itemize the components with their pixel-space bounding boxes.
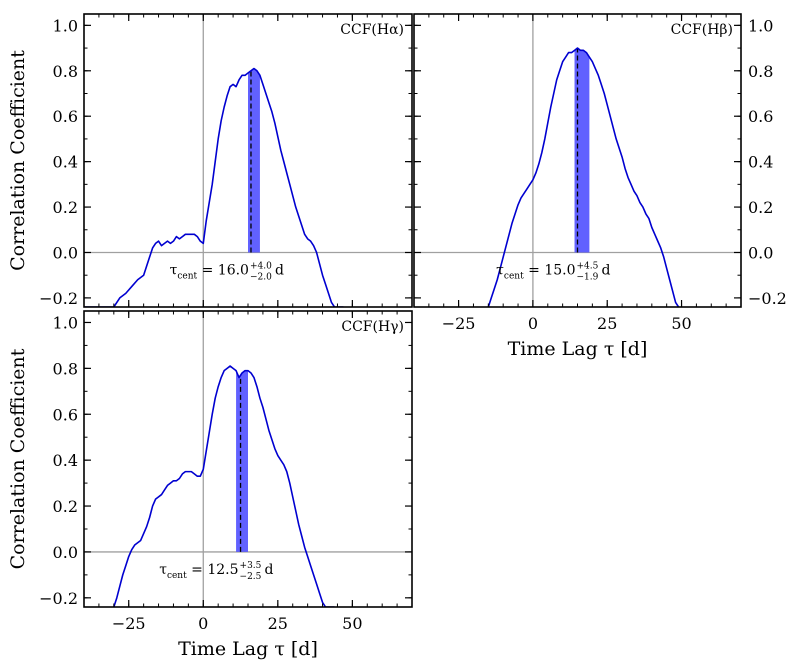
xtick-label: −25 [442,314,476,333]
ytick-label: 0.6 [53,107,78,126]
ytick-label: 0.2 [748,198,773,217]
ccf-curve [84,67,344,307]
ytick-label: −0.2 [39,589,78,608]
xtick-label: −25 [112,614,146,633]
xtick-label: 25 [268,614,288,633]
ytick-label: 0.0 [748,243,773,262]
centroid-annotation: τcent = 12.5 [159,562,238,581]
x-axis-label: Time Lag τ [d] [508,338,648,360]
ytick-label: 1.0 [748,16,773,35]
centroid-lower-error: −1.9 [577,272,599,282]
ytick-label: 1.0 [53,313,78,332]
centroid-annotation: τcent = 15.0 [496,262,575,281]
ytick-label: 0.0 [53,243,78,262]
xtick-label: 25 [597,314,617,333]
lag-uncertainty-band [236,370,248,552]
plot-area [414,14,741,307]
centroid-annotation: τcent = 16.0 [170,262,249,281]
ytick-label: 0.0 [53,543,78,562]
ytick-label: 0.2 [53,497,78,516]
panel-label: CCF(Hα) [340,22,404,38]
panel-label: CCF(Hβ) [671,22,733,38]
plot-area [84,14,412,307]
ytick-label: 0.4 [748,153,773,172]
ytick-label: −0.2 [39,289,78,308]
xtick-label: 50 [342,614,362,633]
x-axis-label: Time Lag τ [d] [178,638,318,660]
ytick-label: −0.2 [748,289,786,308]
ytick-label: 0.2 [53,198,78,217]
plot-area [84,311,412,607]
ccf-curve [113,365,335,607]
panel-label: CCF(Hγ) [341,319,404,335]
centroid-unit: d [275,262,284,278]
ytick-label: 0.8 [53,359,78,378]
centroid-upper-error: +4.0 [250,261,272,271]
lag-uncertainty-band [574,48,590,253]
centroid-upper-error: +3.5 [240,561,262,571]
centroid-lower-error: −2.5 [240,572,262,582]
xtick-label: 0 [198,614,208,633]
ytick-label: 0.8 [748,62,773,81]
panel-top-left: −0.2 0.0 0.2 0.4 0.6 0.8 1.0 Correlation Coeffi… [7,13,413,308]
ytick-label: 0.6 [53,405,78,424]
ytick-label: 1.0 [53,16,78,35]
panel-bottom-left: −0.2 0.0 0.2 0.4 0.6 0.8 1.0 −25 0 25 50 Time Lag τ… [7,310,413,660]
ytick-label: 0.4 [53,153,78,172]
centroid-upper-error: +4.5 [577,261,599,271]
ytick-label: 0.6 [748,107,773,126]
centroid-unit: d [602,262,611,278]
y-axis-label: Correlation Coefficient [7,50,29,271]
ytick-label: 0.4 [53,451,78,470]
ytick-label: 0.8 [53,62,78,81]
centroid-lower-error: −2.0 [250,272,272,282]
centroid-unit: d [265,562,274,578]
lag-uncertainty-band [248,68,260,253]
panel-top-right: −0.2 0.0 0.2 0.4 0.6 0.8 1.0 −25 0 25 50 Time Lag τ… [413,13,786,360]
xtick-label: 50 [671,314,691,333]
ccf-curve [487,47,680,307]
y-axis-label: Correlation Coefficient [7,348,29,569]
xtick-label: 0 [528,314,538,333]
